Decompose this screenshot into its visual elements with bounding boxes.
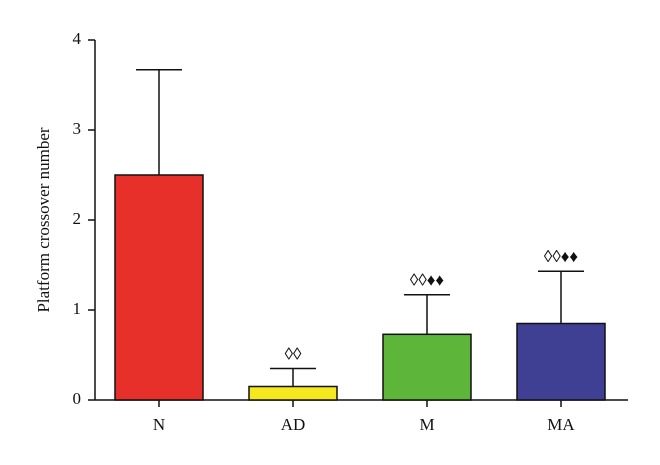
- x-tick-label: AD: [281, 415, 306, 434]
- y-tick-label: 4: [73, 29, 82, 48]
- x-tick-label: M: [419, 415, 434, 434]
- bar: [516, 322, 606, 401]
- y-tick-label: 0: [73, 389, 82, 408]
- significance-label: ◊◊♦♦: [410, 271, 444, 290]
- significance-label: ◊◊: [285, 344, 302, 363]
- x-tick-label: MA: [547, 415, 575, 434]
- bar: [382, 333, 472, 401]
- bar: [114, 174, 204, 401]
- x-tick-label: N: [153, 415, 165, 434]
- y-axis-label: Platform crossover number: [34, 127, 53, 312]
- bar: [248, 385, 338, 401]
- y-tick-label: 1: [73, 299, 82, 318]
- y-tick-label: 2: [73, 209, 82, 228]
- significance-label: ◊◊♦♦: [544, 247, 578, 266]
- y-tick-label: 3: [73, 119, 82, 138]
